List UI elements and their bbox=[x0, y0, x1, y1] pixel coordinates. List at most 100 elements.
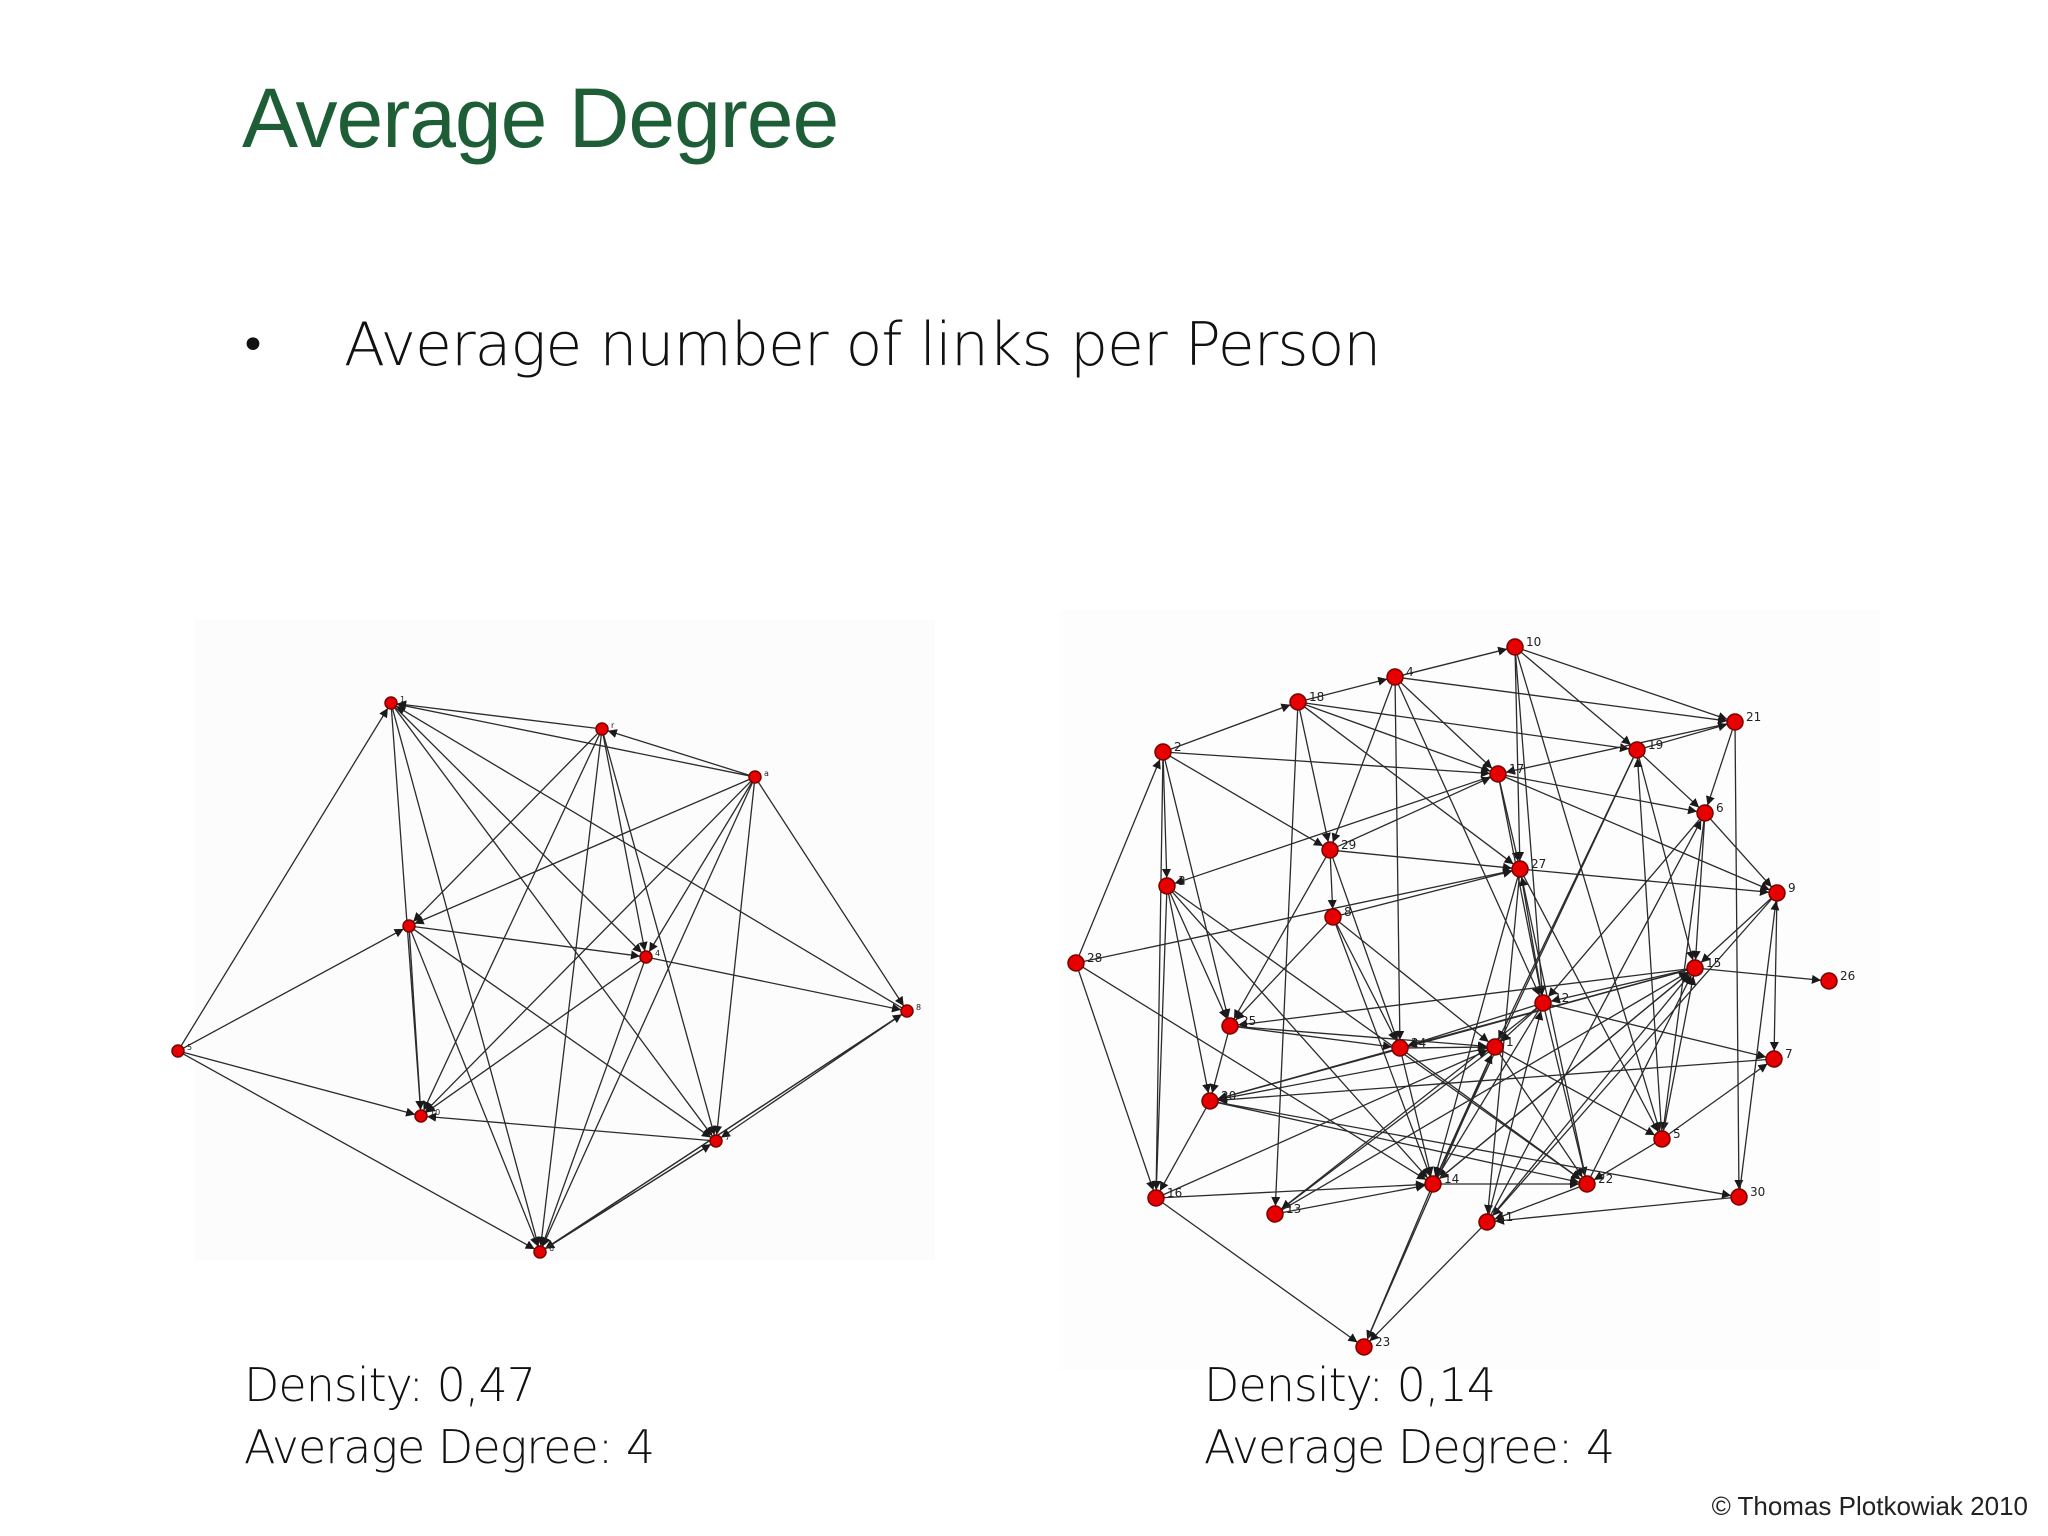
right-edge bbox=[1335, 924, 1432, 1177]
right-edge bbox=[1505, 774, 1698, 815]
right-edge bbox=[1642, 754, 1700, 809]
right-node-label: 11 bbox=[1498, 1210, 1513, 1224]
right-density: Density: 0,14 bbox=[1204, 1358, 1496, 1412]
left-node bbox=[414, 1109, 428, 1123]
left-density: Density: 0,47 bbox=[244, 1358, 536, 1412]
right-node-label: 4 bbox=[1406, 665, 1414, 679]
right-node-label: 28 bbox=[1087, 951, 1102, 965]
right-node-label: 16 bbox=[1167, 1186, 1182, 1200]
right-node-label: 22 bbox=[1598, 1172, 1613, 1186]
left-average-degree: Average Degree: 4 bbox=[244, 1420, 655, 1474]
right-node bbox=[1289, 693, 1307, 711]
right-edge bbox=[1299, 709, 1331, 843]
slide-title: Average Degree bbox=[242, 71, 839, 165]
right-edge bbox=[1406, 1052, 1581, 1180]
right-edge bbox=[1702, 968, 1822, 984]
right-edge bbox=[1402, 677, 1728, 725]
right-node-label: 15 bbox=[1706, 956, 1721, 970]
right-edge bbox=[1271, 709, 1299, 1207]
left-edges bbox=[180, 700, 905, 1250]
right-node bbox=[1391, 1039, 1409, 1057]
right-edge bbox=[1331, 684, 1393, 843]
right-node-label: 10 bbox=[1526, 635, 1541, 649]
left-edge bbox=[713, 782, 756, 1136]
left-edge bbox=[395, 705, 903, 1009]
right-edge bbox=[1304, 706, 1514, 865]
right-edge bbox=[1589, 974, 1693, 1178]
left-edge bbox=[180, 707, 389, 1047]
right-edge bbox=[1340, 868, 1513, 916]
right-edge bbox=[1170, 751, 1491, 778]
right-node-label: 29 bbox=[1341, 838, 1356, 852]
left-node bbox=[595, 722, 609, 736]
left-edge bbox=[182, 1053, 536, 1250]
right-node bbox=[1653, 1130, 1671, 1148]
right-edge bbox=[1593, 1142, 1656, 1181]
left-edge bbox=[414, 778, 750, 925]
left-edge bbox=[426, 1112, 711, 1142]
right-edge bbox=[1369, 1227, 1482, 1342]
right-network-panel bbox=[1060, 610, 1880, 1370]
right-edge bbox=[1162, 1202, 1358, 1343]
right-edge bbox=[1161, 759, 1172, 879]
right-edge bbox=[1305, 702, 1630, 753]
right-edge bbox=[1083, 868, 1513, 962]
right-node bbox=[1067, 954, 1085, 972]
left-network-stats: Density: 0,47 Average Degree: 4 bbox=[244, 1354, 655, 1478]
right-node bbox=[1147, 1189, 1165, 1207]
right-edge bbox=[1498, 781, 1545, 996]
right-node-label: 9 bbox=[1788, 881, 1796, 895]
right-edge bbox=[1490, 819, 1702, 1216]
left-edge bbox=[391, 708, 541, 1247]
left-node-label: 6 bbox=[549, 1244, 554, 1253]
bullet-dot: • bbox=[240, 319, 266, 371]
right-edge bbox=[1739, 900, 1780, 1190]
right-node bbox=[1486, 1038, 1504, 1056]
right-edge bbox=[1169, 893, 1228, 1019]
right-edge bbox=[1544, 1010, 1588, 1177]
right-node bbox=[1726, 713, 1744, 731]
right-node bbox=[1730, 1188, 1748, 1206]
left-edge bbox=[422, 734, 601, 1111]
left-edge bbox=[413, 928, 712, 1139]
left-node bbox=[748, 770, 762, 784]
right-edge bbox=[1159, 1107, 1207, 1192]
right-edge bbox=[1547, 818, 1701, 998]
copyright-notice: © Thomas Plotkowiak 2010 bbox=[1711, 1491, 2028, 1521]
right-edge bbox=[1281, 971, 1689, 1211]
left-edge bbox=[648, 781, 753, 953]
right-node bbox=[1489, 765, 1507, 783]
left-node-label: 1 bbox=[400, 695, 405, 704]
right-node bbox=[1424, 1175, 1442, 1193]
right-node-label: 30 bbox=[1750, 1185, 1765, 1199]
right-node-label: 23 bbox=[1375, 1335, 1390, 1349]
right-edge bbox=[1337, 776, 1491, 848]
right-edge bbox=[1499, 781, 1521, 862]
right-edge bbox=[1662, 975, 1697, 1132]
right-edge bbox=[1527, 869, 1770, 896]
right-edge bbox=[1078, 759, 1161, 956]
right-node-label: 13 bbox=[1286, 1202, 1301, 1216]
right-node bbox=[1765, 1050, 1783, 1068]
left-node-label: 4 bbox=[655, 949, 660, 958]
left-node-label: 8 bbox=[916, 1003, 921, 1012]
right-node-label: 5 bbox=[1673, 1127, 1681, 1141]
right-node bbox=[1696, 804, 1714, 822]
right-node-label: 24 bbox=[1411, 1036, 1426, 1050]
left-edge bbox=[410, 931, 539, 1247]
right-edge bbox=[1280, 1051, 1490, 1210]
right-edge bbox=[1734, 729, 1744, 1190]
right-edge bbox=[1691, 820, 1706, 961]
left-nodes: 1 r a 5 4 8 10 7 6 bbox=[171, 695, 921, 1259]
right-node bbox=[1266, 1205, 1284, 1223]
right-edge bbox=[1516, 654, 1662, 1132]
right-node-label: 14 bbox=[1444, 1172, 1459, 1186]
right-edge bbox=[1282, 1182, 1426, 1214]
left-node bbox=[709, 1134, 723, 1148]
right-node bbox=[1154, 743, 1172, 761]
bullet-text: Average number of links per Person bbox=[344, 310, 1381, 380]
